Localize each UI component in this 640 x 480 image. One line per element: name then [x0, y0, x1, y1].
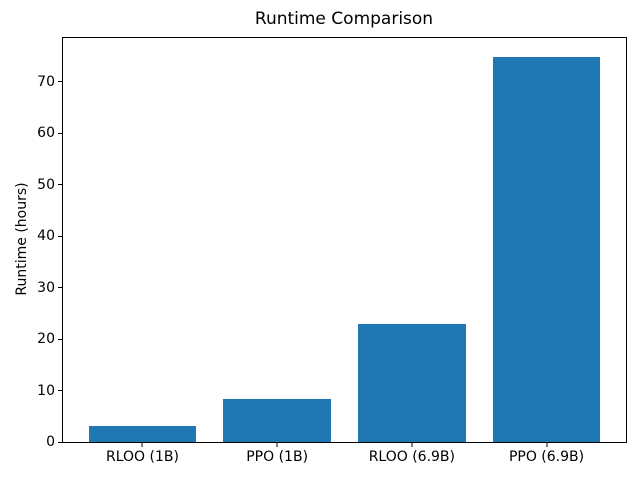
y-tick: [58, 132, 62, 134]
y-tick-label: 20: [37, 331, 55, 348]
bar: [357, 323, 466, 442]
y-tick: [58, 390, 62, 392]
y-tick: [58, 441, 62, 443]
bar: [88, 425, 197, 442]
y-tick-label: 30: [37, 279, 55, 296]
y-tick-label: 10: [37, 382, 55, 399]
x-tick-label: RLOO (1B): [105, 449, 179, 465]
x-tick: [546, 443, 548, 447]
y-tick: [58, 287, 62, 289]
y-tick-label: 40: [37, 228, 55, 245]
bar: [492, 57, 601, 442]
y-tick-label: 0: [46, 434, 55, 450]
plot-area: 0 10 20 30 40 50 60 70 RLOO (1B) PPO (1B) RLOO (6.…: [37, 37, 627, 464]
y-tick-label: 70: [37, 73, 55, 90]
y-axis-label: Runtime (hours): [14, 182, 30, 296]
x-tick-label: RLOO (6.9B): [368, 449, 455, 465]
x-tick-label: PPO (1B): [246, 449, 309, 465]
y-tick-label: 60: [37, 125, 55, 142]
y-tick: [58, 235, 62, 237]
y-tick: [58, 81, 62, 83]
x-tick: [141, 443, 143, 447]
x-tick-label: PPO (6.9B): [508, 449, 585, 465]
chart-title: Runtime Comparison: [254, 9, 434, 29]
y-tick: [58, 338, 62, 340]
y-tick: [58, 184, 62, 186]
bar: [223, 399, 332, 442]
x-tick: [411, 443, 413, 447]
y-tick-label: 50: [37, 176, 55, 193]
x-tick: [276, 443, 278, 447]
